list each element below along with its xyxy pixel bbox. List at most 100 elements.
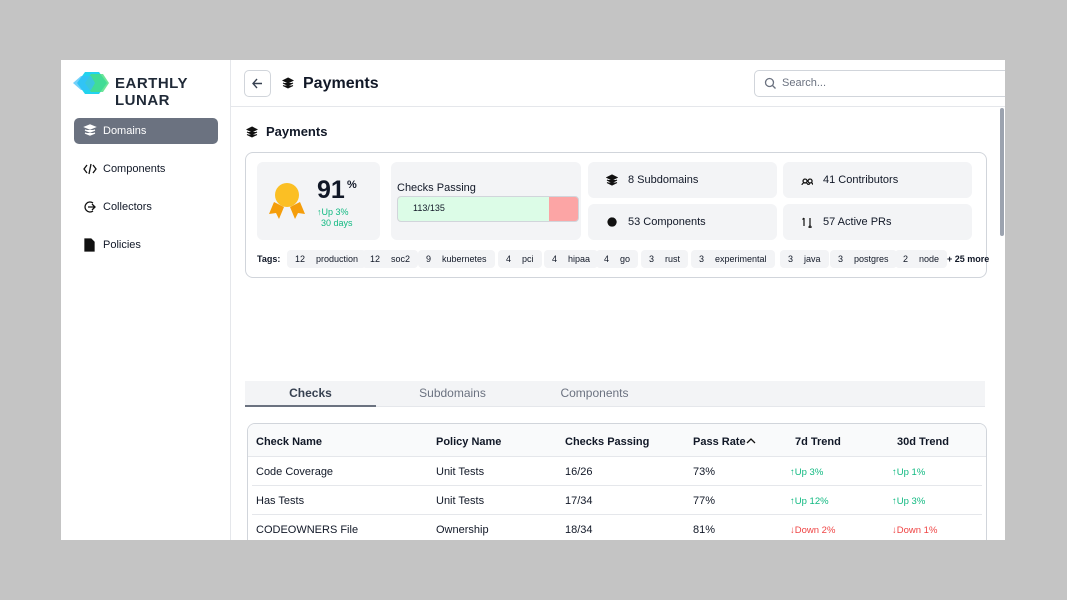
column-header: Checks Passing [565, 436, 650, 448]
cell: 17/34 [565, 495, 593, 507]
score-value: 91 [317, 176, 345, 204]
tab[interactable]: Components [560, 386, 629, 400]
section-title: Payments [266, 124, 328, 139]
row-divider [252, 514, 982, 515]
tab[interactable]: Subdomains [419, 386, 486, 400]
search-box[interactable]: Search... [754, 70, 1005, 97]
tag-list: 12 production 12 soc2 9 kubernetes 4 pci 4 hipaa 4… [287, 250, 989, 268]
trend: ↑Up 3% [790, 467, 824, 478]
nav-icon [84, 238, 95, 252]
brand-name: EARTHLY LUNAR [115, 75, 188, 109]
nav-label: Policies [103, 239, 141, 251]
scrollbar [1000, 108, 1004, 236]
tag-count: 3 [699, 254, 705, 264]
checks-progress [397, 196, 579, 222]
layers-icon [246, 126, 258, 138]
nav-item[interactable]: Collectors [74, 194, 218, 220]
column-header[interactable]: Pass Rate [693, 436, 746, 448]
stat-label: 41 Contributors [823, 174, 899, 186]
sidebar: EARTHLY LUNAR Domains Components Collector… [61, 60, 231, 540]
tag-count: 12 [295, 254, 306, 264]
trend-text: Up 1% [896, 467, 926, 478]
cell: Unit Tests [436, 466, 485, 478]
tag: 4 go [596, 250, 639, 268]
app-window: EARTHLY LUNAR Domains Components Collector… [61, 60, 1005, 540]
column-header: 30d Trend [897, 436, 949, 448]
cell: 18/34 [565, 524, 593, 536]
trend-text: Up 3% [896, 496, 926, 507]
stat-label: 8 Subdomains [628, 174, 699, 186]
cell: Code Coverage [256, 466, 334, 478]
trend-text: Down 1% [896, 525, 938, 536]
layers-icon [282, 77, 294, 89]
tags-more[interactable]: + 25 more [947, 254, 990, 264]
stat-icon [607, 217, 617, 227]
tag-name: soc2 [391, 254, 411, 264]
tag-count: 9 [426, 254, 432, 264]
trend: ↑Up 1% [892, 467, 926, 478]
checks-label: Checks Passing [397, 182, 476, 194]
page-title: Payments [303, 75, 379, 92]
tag-name: go [620, 254, 631, 264]
tab-bar [245, 381, 985, 407]
tag: 4 pci [498, 250, 542, 268]
table-header-bg [248, 424, 986, 457]
stat-tile: 57 Active PRs [783, 204, 972, 240]
tag-name: rust [665, 254, 681, 264]
checks-value: 113/135 [413, 203, 445, 213]
tag-name: node [919, 254, 940, 264]
award-icon [269, 183, 305, 219]
tag: 4 hipaa [544, 250, 599, 268]
cell: Has Tests [256, 495, 305, 507]
logo-icon [73, 72, 109, 94]
tag-name: java [804, 254, 821, 264]
trend: ↓Down 2% [790, 525, 836, 536]
tag-count: 12 [370, 254, 381, 264]
nav-label: Domains [103, 125, 147, 137]
tag: 3 experimental [691, 250, 775, 268]
tag-count: 4 [552, 254, 558, 264]
sort-icon[interactable] [746, 436, 756, 446]
stat-label: 57 Active PRs [823, 216, 892, 228]
cell: 73% [693, 466, 716, 478]
tag-count: 3 [788, 254, 794, 264]
tag-name: pci [522, 254, 534, 264]
tag-count: 4 [604, 254, 610, 264]
tag-name: kubernetes [442, 254, 487, 264]
nav-icon [84, 201, 96, 213]
tab[interactable]: Checks [245, 381, 376, 407]
tag: 12 soc2 [362, 250, 419, 268]
tags-label: Tags: [257, 254, 281, 264]
tag: 12 production [287, 250, 367, 268]
top-bar: Payments Search... [231, 60, 1005, 107]
main-content: Payments 91 % ↑Up 3% 30 days Checks Pass… [231, 107, 1005, 540]
tag-count: 3 [838, 254, 844, 264]
search-placeholder: Search... [782, 77, 827, 89]
tag-count: 2 [903, 254, 909, 264]
stat-icon [606, 174, 618, 186]
cell: 16/26 [565, 466, 593, 478]
cell: Ownership [436, 524, 489, 536]
nav-icon [83, 163, 97, 175]
back-button[interactable] [244, 70, 271, 97]
trend: ↓Down 1% [892, 525, 938, 536]
nav-item[interactable]: Domains [74, 118, 218, 144]
checks-pass-bar [398, 197, 549, 221]
nav-item[interactable]: Policies [74, 232, 218, 258]
tag-name: production [316, 254, 359, 264]
trend-text: Up 3% [794, 467, 824, 478]
trend: ↑Up 12% [790, 496, 829, 507]
tag-name: hipaa [568, 254, 591, 264]
tag-count: 4 [506, 254, 512, 264]
tag: 3 rust [641, 250, 689, 268]
column-header: Policy Name [436, 436, 502, 448]
nav-item[interactable]: Components [74, 156, 218, 182]
score-unit: % [347, 179, 357, 191]
tag-name: postgres [854, 254, 889, 264]
trend-text: Down 2% [794, 525, 836, 536]
checks-tile: Checks Passing 113/135 [391, 162, 581, 240]
tag: 2 node [895, 250, 948, 268]
checks-table: Check Name Policy Name Checks Passing Pass … [247, 423, 987, 540]
tag: 9 kubernetes [418, 250, 495, 268]
stat-tile: 41 Contributors [783, 162, 972, 198]
